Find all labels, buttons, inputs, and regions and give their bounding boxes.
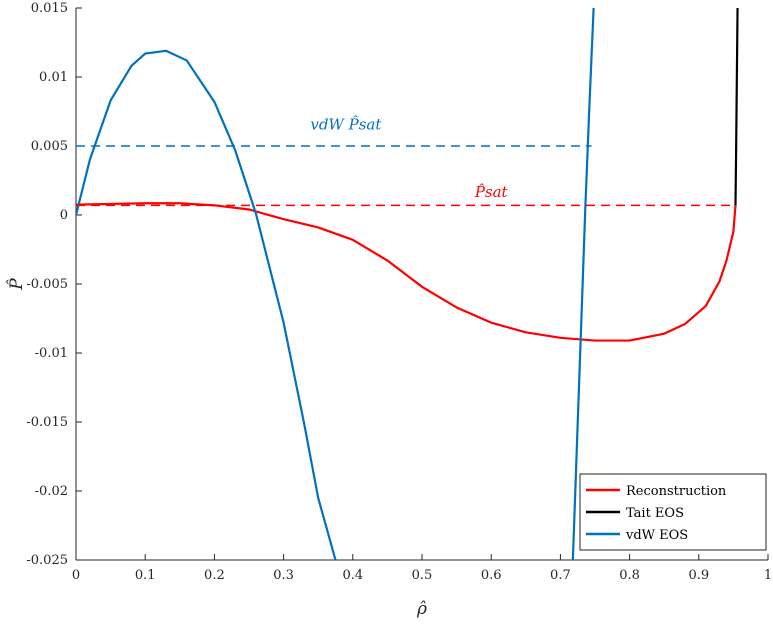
series-layer: [76, 8, 739, 560]
legend-entry-label: vdW EOS: [625, 528, 688, 543]
axis-ticks: 0 0.1 0.2 0.3 0.4 0.5 0.6 0.7 0.8 0.9 1 0.015 0.01 0.…: [26, 1, 772, 583]
x-tick-label: 0.3: [273, 568, 294, 583]
y-axis-label: P̂: [7, 278, 27, 291]
x-tick-label: 0.9: [688, 568, 709, 583]
x-tick-label: 0.5: [412, 568, 433, 583]
y-tick-label: -0.02: [35, 484, 68, 499]
annotation-2: P̂sat: [474, 183, 509, 201]
x-tick-label: 0.6: [481, 568, 502, 583]
axis-labels: ρ̂ P̂: [7, 278, 427, 619]
series-line-tait-eos: [734, 8, 739, 206]
x-tick-label: 0: [72, 568, 80, 583]
series-line-reconstruction: [76, 202, 737, 342]
x-axis-label: ρ̂: [416, 599, 427, 619]
x-tick-label: 0.2: [204, 568, 225, 583]
legend-entry-label: Tait EOS: [626, 506, 684, 521]
legend-entry-label: Reconstruction: [626, 484, 727, 499]
x-tick-label: 0.1: [135, 568, 156, 583]
y-tick-label: 0.015: [31, 1, 68, 16]
annotation-1: vdW P̂sat: [310, 115, 382, 133]
legend: Reconstruction Tait EOS vdW EOS: [579, 473, 767, 551]
x-tick-label: 0.4: [342, 568, 363, 583]
annotations: vdW P̂sat P̂sat: [310, 115, 508, 201]
y-tick-label: -0.01: [35, 346, 68, 361]
y-tick-label: 0: [60, 208, 68, 223]
series-line-vdw-eos-1: [76, 49, 337, 560]
y-tick-label: -0.025: [26, 553, 68, 568]
y-tick-label: 0.005: [31, 139, 68, 154]
y-tick-label: -0.005: [26, 277, 68, 292]
y-tick-label: 0.01: [39, 70, 68, 85]
series-line-vdw-eos-2: [571, 8, 595, 560]
x-tick-label: 0.7: [550, 568, 571, 583]
x-tick-label: 0.8: [619, 568, 640, 583]
x-tick-label: 1: [764, 568, 772, 583]
y-tick-label: -0.015: [26, 415, 68, 430]
